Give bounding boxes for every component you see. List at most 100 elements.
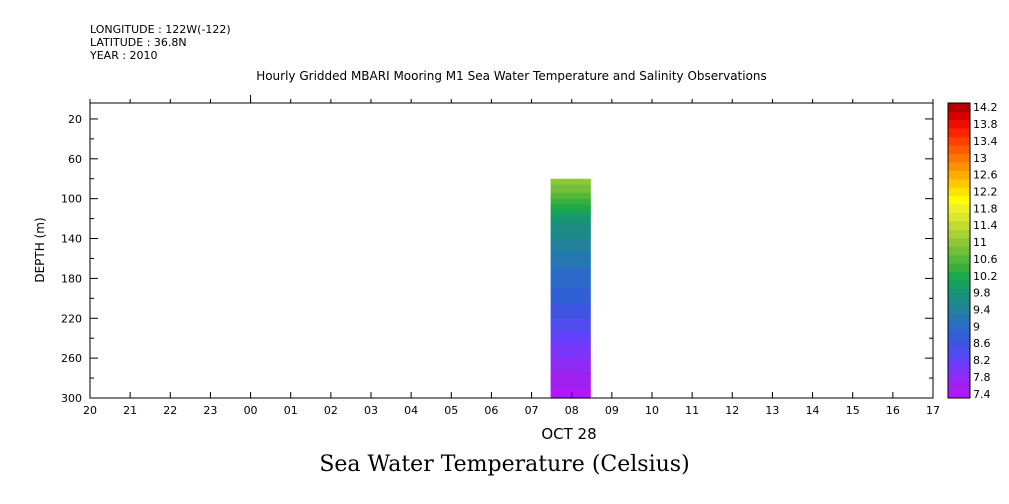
colorbar-label: 13.8 <box>973 118 998 131</box>
colorbar-label: 9 <box>973 320 980 333</box>
colorbar-label: 12.6 <box>973 169 998 182</box>
x-tick-label: 13 <box>765 404 779 417</box>
temperature-band <box>550 250 591 254</box>
temperature-band <box>550 292 591 295</box>
temperature-band <box>550 288 591 291</box>
temperature-band <box>550 214 591 218</box>
x-tick-label: 08 <box>565 404 579 417</box>
colorbar-swatch <box>948 128 970 138</box>
colorbar-label: 11.4 <box>973 219 998 232</box>
colorbar-label: 13.4 <box>973 135 998 148</box>
colorbar-swatch <box>948 162 970 171</box>
y-tick-label: 260 <box>61 352 82 365</box>
colorbar-swatch <box>948 103 970 112</box>
temperature-band <box>550 346 591 349</box>
colorbar-swatch <box>948 229 970 239</box>
x-tick-label: 02 <box>324 404 338 417</box>
temperature-band <box>550 322 591 325</box>
y-tick-label: 60 <box>68 153 82 166</box>
colorbar-swatch <box>948 178 970 188</box>
colorbar-swatch <box>948 204 970 213</box>
temperature-band <box>550 280 591 283</box>
colorbar-swatch <box>948 263 970 272</box>
temperature-band <box>550 358 591 361</box>
temperature-band <box>550 246 591 250</box>
temperature-band <box>550 192 591 196</box>
temperature-band <box>550 202 591 206</box>
temperature-band <box>550 178 591 182</box>
temperature-band <box>550 206 591 210</box>
temperature-band <box>550 196 591 200</box>
temperature-band <box>550 242 591 246</box>
y-tick-label: 140 <box>61 233 82 246</box>
temperature-band <box>550 340 591 343</box>
temperature-band <box>550 254 591 258</box>
temperature-band <box>550 396 591 399</box>
colorbar-label: 7.4 <box>973 388 991 401</box>
temperature-band <box>550 296 591 299</box>
colorbar-swatch <box>948 313 970 323</box>
temperature-band <box>550 204 591 208</box>
temperature-band <box>550 268 591 272</box>
x-tick-label: 03 <box>364 404 378 417</box>
temperature-band <box>550 274 591 278</box>
temperature-band <box>550 194 591 198</box>
colorbar-label: 9.8 <box>973 287 991 300</box>
temperature-band <box>550 300 591 303</box>
colorbar-label: 8.6 <box>973 337 991 350</box>
temperature-band <box>550 290 591 293</box>
temperature-band <box>550 376 591 379</box>
colorbar-label: 11 <box>973 236 987 249</box>
x-tick-label: 21 <box>123 404 137 417</box>
temperature-band <box>550 188 591 192</box>
longitude-label: LONGITUDE : 122W(-122) <box>90 23 231 36</box>
colorbar-swatch <box>948 111 970 121</box>
temperature-band <box>550 330 591 333</box>
temperature-band <box>550 236 591 240</box>
temperature-band <box>550 386 591 389</box>
colorbar-swatch <box>948 187 970 197</box>
y-tick-label: 180 <box>61 272 82 285</box>
temperature-band <box>550 374 591 377</box>
x-tick-label: 05 <box>444 404 458 417</box>
temperature-band <box>550 362 591 365</box>
x-tick-label: 14 <box>806 404 820 417</box>
colorbar-label: 11.8 <box>973 202 998 215</box>
x-tick-label: 07 <box>525 404 539 417</box>
colorbar-label: 7.8 <box>973 371 991 384</box>
temperature-band <box>550 392 591 395</box>
plot-title: Hourly Gridded MBARI Mooring M1 Sea Wate… <box>256 69 767 83</box>
temperature-band <box>550 266 591 270</box>
temperature-band <box>550 256 591 260</box>
colorbar-swatch <box>948 305 970 315</box>
colorbar-swatch <box>948 237 970 247</box>
temperature-band <box>550 218 591 222</box>
x-tick-label: 00 <box>244 404 258 417</box>
colorbar-swatch <box>948 381 970 390</box>
temperature-band <box>550 366 591 369</box>
x-tick-label: 10 <box>645 404 659 417</box>
colorbar-swatch <box>948 288 970 298</box>
y-tick-label: 220 <box>61 312 82 325</box>
temperature-band <box>550 324 591 327</box>
colorbar-swatch <box>948 136 970 146</box>
temperature-band <box>550 368 591 371</box>
temperature-band <box>550 286 591 289</box>
temperature-band <box>550 326 591 329</box>
temperature-band <box>550 342 591 345</box>
temperature-band <box>550 260 591 264</box>
temperature-band <box>550 212 591 216</box>
temperature-band <box>550 344 591 347</box>
colorbar-swatch <box>948 330 970 340</box>
temperature-band <box>550 384 591 387</box>
temperature-band <box>550 278 591 281</box>
temperature-band <box>550 320 591 323</box>
temperature-band <box>550 224 591 228</box>
temperature-band <box>550 228 591 232</box>
temperature-band <box>550 364 591 367</box>
colorbar-swatch <box>948 271 970 281</box>
colorbar-swatch <box>948 339 970 348</box>
colorbar-swatch <box>948 389 970 399</box>
temperature-band <box>550 394 591 397</box>
colorbar-swatch <box>948 145 970 154</box>
